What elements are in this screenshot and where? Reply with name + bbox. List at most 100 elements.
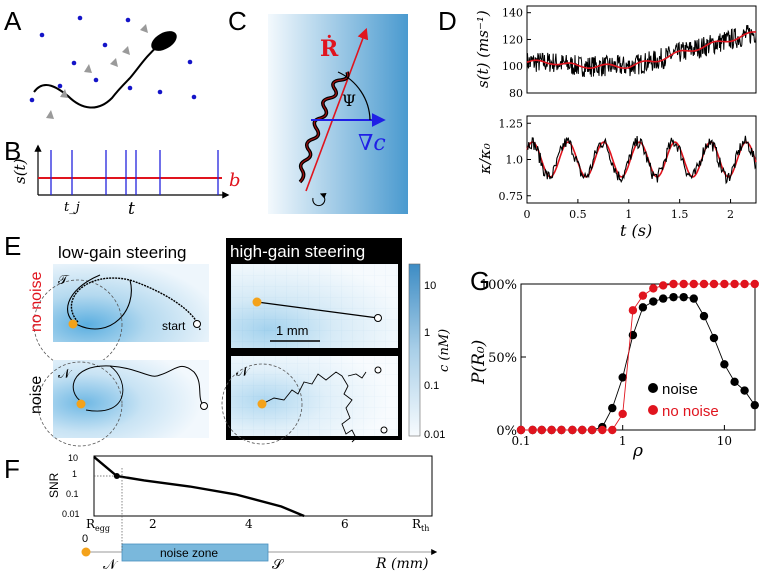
g-point-noise bbox=[658, 294, 668, 303]
b-spikes bbox=[50, 150, 219, 195]
e-hg-N-label: 𝒩 bbox=[236, 365, 251, 380]
g-probability-plot: 0.1 1 100%50%100% bbox=[480, 278, 759, 448]
d-top-ytick-label: 120 bbox=[502, 33, 523, 46]
d-bottom-xtick-label: 1.5 bbox=[671, 208, 689, 221]
f-snr-plot bbox=[93, 455, 433, 518]
f-ytick-001: 0.01 bbox=[62, 509, 80, 519]
g-frame bbox=[520, 283, 756, 431]
g-point-no-noise bbox=[547, 425, 556, 435]
g-point-no-noise bbox=[638, 291, 648, 300]
g-point-no-noise bbox=[669, 279, 678, 289]
c-rotation-arrow bbox=[312, 192, 327, 207]
d-top-ytick-label: 80 bbox=[509, 87, 523, 100]
g-point-no-noise bbox=[516, 425, 526, 435]
cbar-tick-1: 1 bbox=[424, 327, 430, 339]
g-point-no-noise bbox=[699, 279, 709, 289]
d-bottom-ytick-label: 1.25 bbox=[499, 117, 524, 130]
g-point-noise bbox=[618, 373, 627, 382]
panel-c-label: C bbox=[228, 6, 247, 36]
f-xtick-4: 4 bbox=[245, 517, 253, 531]
e-N-label: 𝒩 bbox=[58, 367, 73, 382]
cbar-tick-001: 0.01 bbox=[424, 429, 445, 441]
panel-b-spike-train bbox=[34, 144, 230, 199]
e-colorbar-label: c (nM) bbox=[437, 329, 452, 372]
panel-a-sperm-diagram bbox=[29, 15, 197, 119]
f-x-start: R bbox=[86, 517, 96, 531]
c-angle-label: Ψ bbox=[342, 91, 356, 110]
g-point-noise bbox=[669, 292, 678, 302]
f-origin-label: 0 bbox=[82, 533, 88, 545]
e-low-gain-no-noise bbox=[33, 264, 209, 369]
g-point-no-noise bbox=[568, 425, 577, 435]
legend-noise-label: noise bbox=[662, 381, 698, 398]
panel-a-label: A bbox=[4, 6, 22, 36]
c-velocity-arrow bbox=[305, 27, 369, 192]
g-point-no-noise bbox=[528, 425, 537, 435]
g-point-noise bbox=[649, 297, 658, 306]
e-right-title: high-gain steering bbox=[230, 242, 365, 261]
g-point-noise bbox=[730, 377, 739, 387]
f-N-point bbox=[113, 473, 120, 479]
g-point-no-noise bbox=[709, 279, 719, 289]
f-x-start-sub: egg bbox=[95, 524, 110, 533]
panel-g-label: G bbox=[470, 266, 490, 296]
g-point-no-noise bbox=[628, 306, 638, 315]
c-angle-arc bbox=[337, 71, 371, 121]
cbar-tick-01: 0.1 bbox=[424, 380, 439, 392]
g-series-line-no-noise bbox=[521, 283, 755, 431]
d-top-ytick-label: 140 bbox=[502, 7, 523, 20]
panel-e-label: E bbox=[4, 231, 21, 261]
e-row-no-noise: no noise bbox=[28, 271, 45, 332]
g-point-noise bbox=[740, 386, 749, 395]
g-legend bbox=[648, 383, 658, 415]
f-axis-label: R (mm) bbox=[375, 556, 428, 572]
f-ytick-10: 10 bbox=[68, 453, 78, 463]
g-point-no-noise bbox=[720, 279, 729, 289]
f-distance-axis bbox=[81, 468, 438, 562]
g-series-line-noise bbox=[521, 296, 756, 431]
d-bottom-xtick-label: 1 bbox=[625, 208, 632, 221]
legend-noise-marker bbox=[648, 383, 658, 393]
panel-b-label: B bbox=[4, 136, 21, 166]
d-bottom-ytick-label: 1.0 bbox=[506, 154, 524, 167]
g-point-noise bbox=[608, 403, 617, 413]
noise-zone-bar bbox=[121, 543, 269, 562]
g-xtick-label: 1 bbox=[619, 434, 627, 448]
e-colorbar bbox=[408, 263, 421, 437]
cbar-tick-10: 10 bbox=[424, 280, 436, 292]
d-top-plot: 80 100 120 140 bbox=[502, 5, 757, 100]
d-bottom-ylabel: κ/κ₀ bbox=[476, 143, 494, 175]
d-bottom-frame bbox=[526, 115, 757, 204]
g-point-no-noise bbox=[689, 279, 698, 289]
g-point-noise bbox=[679, 292, 688, 302]
g-ytick-label: 50% bbox=[488, 351, 517, 366]
g-xtick-label: 10 bbox=[717, 434, 732, 448]
d-top-noisy-trace bbox=[526, 24, 757, 78]
d-bottom-xtick-label: 2 bbox=[727, 208, 734, 221]
e-left-title: low-gain steering bbox=[58, 243, 187, 262]
f-xtick-6: 6 bbox=[341, 517, 349, 531]
g-point-no-noise bbox=[587, 425, 597, 435]
b-level-label: b bbox=[229, 170, 241, 191]
b-tick-label: t_j bbox=[64, 200, 80, 215]
e-row-noise: noise bbox=[28, 376, 45, 414]
b-y-label: s(t) bbox=[11, 158, 29, 184]
c-velocity-label: Ṙ bbox=[320, 34, 339, 62]
f-ylabel: SNR bbox=[47, 472, 61, 498]
g-point-no-noise bbox=[618, 409, 627, 419]
d-top-smooth-trace bbox=[526, 31, 756, 69]
e-low-gain-noise bbox=[37, 360, 209, 447]
d-top-ytick-label: 100 bbox=[502, 60, 523, 73]
g-point-no-noise bbox=[740, 279, 749, 289]
e-field-2 bbox=[53, 360, 209, 438]
g-point-no-noise bbox=[679, 279, 688, 289]
f-frame bbox=[93, 455, 433, 517]
g-point-no-noise bbox=[750, 279, 759, 289]
d-bottom-plot: 0.75 1.0 1.25 0 0.5 1 1.5 2 bbox=[499, 115, 757, 221]
b-x-label: t bbox=[128, 199, 135, 219]
f-x-end: R bbox=[412, 517, 422, 531]
g-point-no-noise bbox=[608, 425, 617, 435]
egg-origin bbox=[81, 547, 91, 557]
legend-no-noise-label: no noise bbox=[662, 403, 719, 420]
